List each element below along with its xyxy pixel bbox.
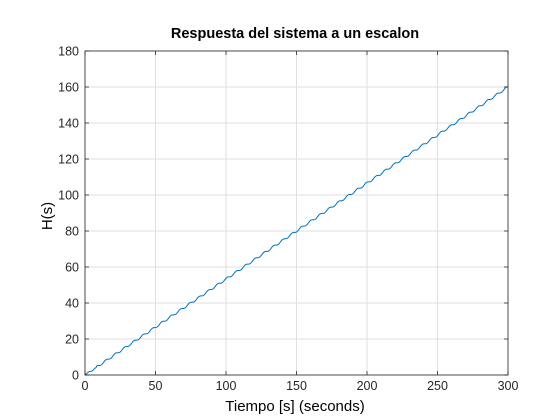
x-tick-label: 250 <box>427 379 448 393</box>
x-tick-label: 300 <box>498 379 519 393</box>
y-tick-label: 100 <box>58 189 79 203</box>
y-tick-label: 40 <box>65 297 79 311</box>
series-line <box>84 86 509 376</box>
x-tick-label: 0 <box>82 379 89 393</box>
series-layer <box>84 86 509 376</box>
chart-title: Respuesta del sistema a un escalon <box>171 26 419 42</box>
y-tick-label: 120 <box>58 153 79 167</box>
y-tick-label: 140 <box>58 117 79 131</box>
x-tick-label: 200 <box>357 379 378 393</box>
x-tick-label: 150 <box>286 379 307 393</box>
y-tick-label: 80 <box>65 225 79 239</box>
y-axis-label: H(s) <box>39 202 56 230</box>
ticks: 0 50 100 150 200 250 300 0 20 40 60 80 100 120 140 160 1… <box>58 45 518 394</box>
y-tick-label: 20 <box>65 333 79 347</box>
x-tick-label: 100 <box>216 379 237 393</box>
x-tick-label: 50 <box>149 379 163 393</box>
y-tick-label: 160 <box>58 81 79 95</box>
y-tick-label: 60 <box>65 261 79 275</box>
x-axis-label: Tiempo [s] (seconds) <box>225 398 365 415</box>
y-tick-label: 180 <box>58 45 79 59</box>
y-tick-label: 0 <box>72 369 79 383</box>
